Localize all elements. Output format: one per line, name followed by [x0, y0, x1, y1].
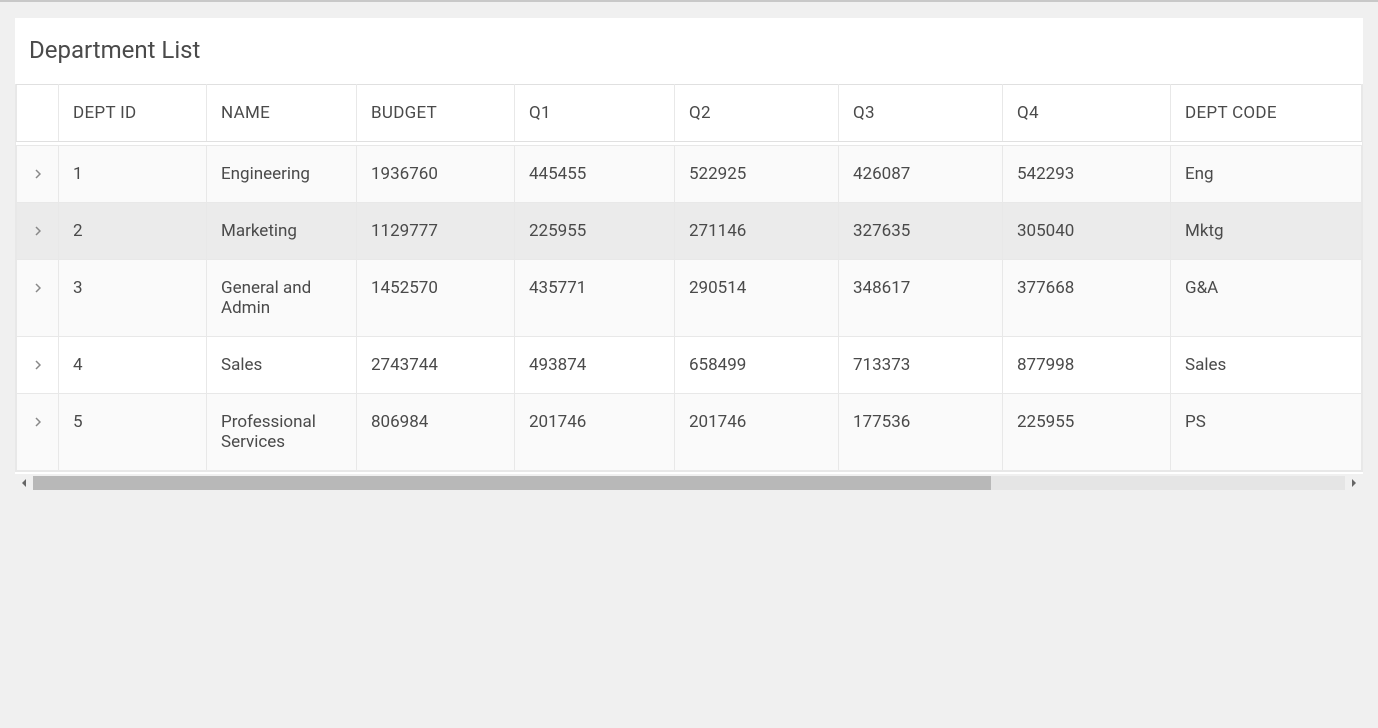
cell-budget: 1452570: [357, 260, 515, 337]
cell-q1: 445455: [515, 146, 675, 203]
chevron-right-icon[interactable]: [35, 359, 41, 373]
cell-q3: 713373: [839, 337, 1003, 394]
cell-q3: 177536: [839, 394, 1003, 471]
header-dept-id[interactable]: DEPT ID: [59, 85, 207, 142]
cell-dept-code: Mktg: [1171, 203, 1362, 260]
cell-q4: 225955: [1003, 394, 1171, 471]
table-header: DEPT ID NAME BUDGET Q1 Q2 Q3 Q4 DEPT COD…: [17, 85, 1362, 146]
horizontal-scrollbar[interactable]: [15, 474, 1363, 492]
cell-q3: 426087: [839, 146, 1003, 203]
cell-dept-id: 4: [59, 337, 207, 394]
cell-dept-id: 2: [59, 203, 207, 260]
table-row[interactable]: 5Professional Services806984201746201746…: [17, 394, 1362, 471]
header-q3[interactable]: Q3: [839, 85, 1003, 142]
header-dept-code[interactable]: DEPT CODE: [1171, 85, 1362, 142]
cell-q2: 290514: [675, 260, 839, 337]
header-budget[interactable]: BUDGET: [357, 85, 515, 142]
cell-q1: 435771: [515, 260, 675, 337]
cell-name: Professional Services: [207, 394, 357, 471]
expand-cell[interactable]: [17, 394, 59, 471]
cell-q2: 271146: [675, 203, 839, 260]
cell-q2: 201746: [675, 394, 839, 471]
table-wrapper: DEPT ID NAME BUDGET Q1 Q2 Q3 Q4 DEPT COD…: [15, 84, 1363, 472]
cell-dept-id: 5: [59, 394, 207, 471]
department-table: DEPT ID NAME BUDGET Q1 Q2 Q3 Q4 DEPT COD…: [16, 84, 1362, 471]
cell-dept-code: G&A: [1171, 260, 1362, 337]
cell-q4: 542293: [1003, 146, 1171, 203]
header-q4[interactable]: Q4: [1003, 85, 1171, 142]
cell-dept-code: Sales: [1171, 337, 1362, 394]
cell-q4: 377668: [1003, 260, 1171, 337]
cell-q1: 225955: [515, 203, 675, 260]
cell-budget: 1129777: [357, 203, 515, 260]
table-body: 1Engineering1936760445455522925426087542…: [17, 146, 1362, 471]
scroll-thumb[interactable]: [33, 476, 991, 490]
cell-budget: 1936760: [357, 146, 515, 203]
expand-cell[interactable]: [17, 203, 59, 260]
page-container: Department List DEPT ID: [0, 2, 1378, 492]
cell-q3: 348617: [839, 260, 1003, 337]
expand-cell[interactable]: [17, 337, 59, 394]
table-row[interactable]: 4Sales2743744493874658499713373877998Sal…: [17, 337, 1362, 394]
scroll-track[interactable]: [33, 476, 1345, 490]
expand-cell[interactable]: [17, 146, 59, 203]
chevron-right-icon[interactable]: [35, 416, 41, 430]
page-title: Department List: [15, 18, 1363, 84]
cell-dept-id: 3: [59, 260, 207, 337]
table-row[interactable]: 3General and Admin1452570435771290514348…: [17, 260, 1362, 337]
cell-dept-code: Eng: [1171, 146, 1362, 203]
cell-name: Sales: [207, 337, 357, 394]
table-row[interactable]: 2Marketing112977722595527114632763530504…: [17, 203, 1362, 260]
cell-q2: 658499: [675, 337, 839, 394]
chevron-right-icon[interactable]: [35, 225, 41, 239]
scroll-right-arrow-icon[interactable]: [1345, 476, 1363, 490]
header-expand: [17, 85, 59, 142]
cell-q2: 522925: [675, 146, 839, 203]
cell-name: Marketing: [207, 203, 357, 260]
chevron-right-icon[interactable]: [35, 168, 41, 182]
cell-name: Engineering: [207, 146, 357, 203]
cell-q4: 877998: [1003, 337, 1171, 394]
cell-q3: 327635: [839, 203, 1003, 260]
cell-budget: 806984: [357, 394, 515, 471]
cell-dept-id: 1: [59, 146, 207, 203]
table-row[interactable]: 1Engineering1936760445455522925426087542…: [17, 146, 1362, 203]
cell-q1: 493874: [515, 337, 675, 394]
header-name[interactable]: NAME: [207, 85, 357, 142]
department-panel: Department List DEPT ID: [15, 18, 1363, 492]
cell-dept-code: PS: [1171, 394, 1362, 471]
cell-budget: 2743744: [357, 337, 515, 394]
cell-q1: 201746: [515, 394, 675, 471]
header-q1[interactable]: Q1: [515, 85, 675, 142]
chevron-right-icon[interactable]: [35, 282, 41, 296]
scroll-left-arrow-icon[interactable]: [15, 476, 33, 490]
expand-cell[interactable]: [17, 260, 59, 337]
cell-q4: 305040: [1003, 203, 1171, 260]
header-q2[interactable]: Q2: [675, 85, 839, 142]
cell-name: General and Admin: [207, 260, 357, 337]
